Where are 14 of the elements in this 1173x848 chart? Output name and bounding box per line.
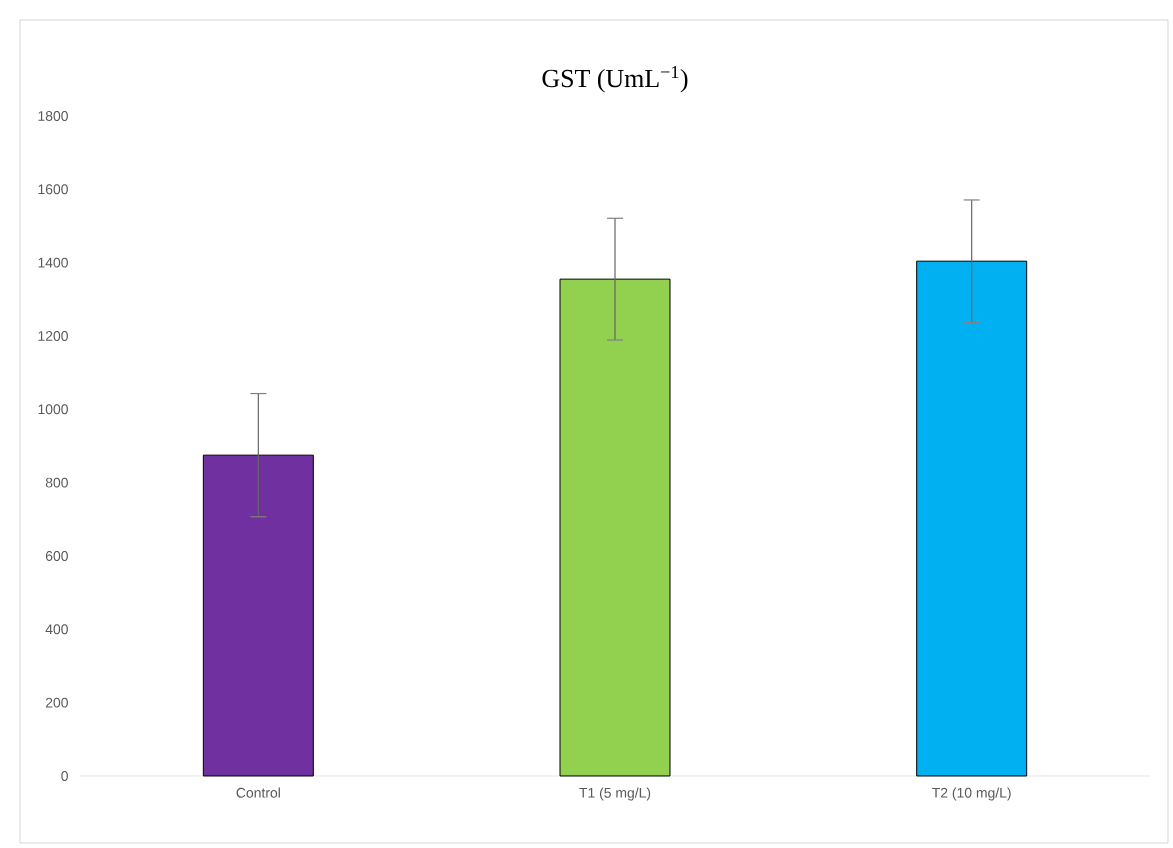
x-tick-label: Control	[236, 787, 280, 798]
y-tick-label: 1000	[38, 404, 68, 415]
y-tick-label: 1800	[38, 111, 68, 121]
y-tick-label: 200	[45, 697, 68, 708]
y-tick-label: 1600	[38, 184, 68, 195]
x-tick-label: T2 (10 mg/L)	[932, 787, 1011, 801]
y-tick-label: 1200	[38, 331, 68, 341]
chart-title: GST (UmL$^{−1}$)	[542, 66, 688, 93]
y-tick-label: 0	[61, 771, 68, 781]
y-tick-label: 1400	[38, 257, 68, 268]
y-tick-label: 600	[45, 551, 68, 561]
y-tick-label: 400	[45, 624, 68, 635]
x-tick-label: T1 (5 mg/L)	[579, 787, 651, 801]
y-tick-label: 800	[45, 477, 68, 488]
